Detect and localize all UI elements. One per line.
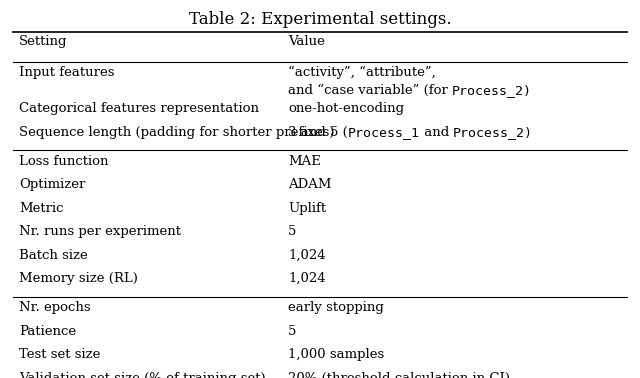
Text: Value: Value (288, 35, 325, 48)
Text: 5: 5 (288, 225, 296, 238)
Text: 1,024: 1,024 (288, 272, 326, 285)
Text: ADAM: ADAM (288, 178, 332, 191)
Text: Test set size: Test set size (19, 348, 100, 361)
Text: Nr. epochs: Nr. epochs (19, 301, 91, 314)
Text: Batch size: Batch size (19, 249, 88, 262)
Text: Memory size (RL): Memory size (RL) (19, 272, 138, 285)
Text: early stopping: early stopping (288, 301, 384, 314)
Text: 20% (threshold calculation in CI): 20% (threshold calculation in CI) (288, 372, 510, 378)
Text: Process_1: Process_1 (348, 126, 420, 139)
Text: Table 2: Experimental settings.: Table 2: Experimental settings. (189, 11, 451, 28)
Text: Input features: Input features (19, 66, 115, 79)
Text: and “case variable” (for: and “case variable” (for (288, 84, 452, 97)
Text: 5: 5 (288, 325, 296, 338)
Text: Setting: Setting (19, 35, 68, 48)
Text: Validation set size (% of training set): Validation set size (% of training set) (19, 372, 266, 378)
Text: 1,000 samples: 1,000 samples (288, 348, 384, 361)
Text: 1,024: 1,024 (288, 249, 326, 262)
Text: and: and (420, 126, 453, 139)
Text: Nr. runs per experiment: Nr. runs per experiment (19, 225, 181, 238)
Text: Loss function: Loss function (19, 155, 109, 168)
Text: Process_2): Process_2) (453, 126, 533, 139)
Text: Optimizer: Optimizer (19, 178, 86, 191)
Text: Process_2): Process_2) (452, 84, 532, 97)
Text: 3 and 5 (: 3 and 5 ( (288, 126, 348, 139)
Text: “activity”, “attribute”,: “activity”, “attribute”, (288, 66, 436, 79)
Text: one-hot-encoding: one-hot-encoding (288, 102, 404, 115)
Text: Sequence length (padding for shorter prefixes): Sequence length (padding for shorter pre… (19, 126, 335, 139)
Text: Categorical features representation: Categorical features representation (19, 102, 259, 115)
Text: Metric: Metric (19, 202, 64, 215)
Text: MAE: MAE (288, 155, 321, 168)
Text: Patience: Patience (19, 325, 76, 338)
Text: Uplift: Uplift (288, 202, 326, 215)
